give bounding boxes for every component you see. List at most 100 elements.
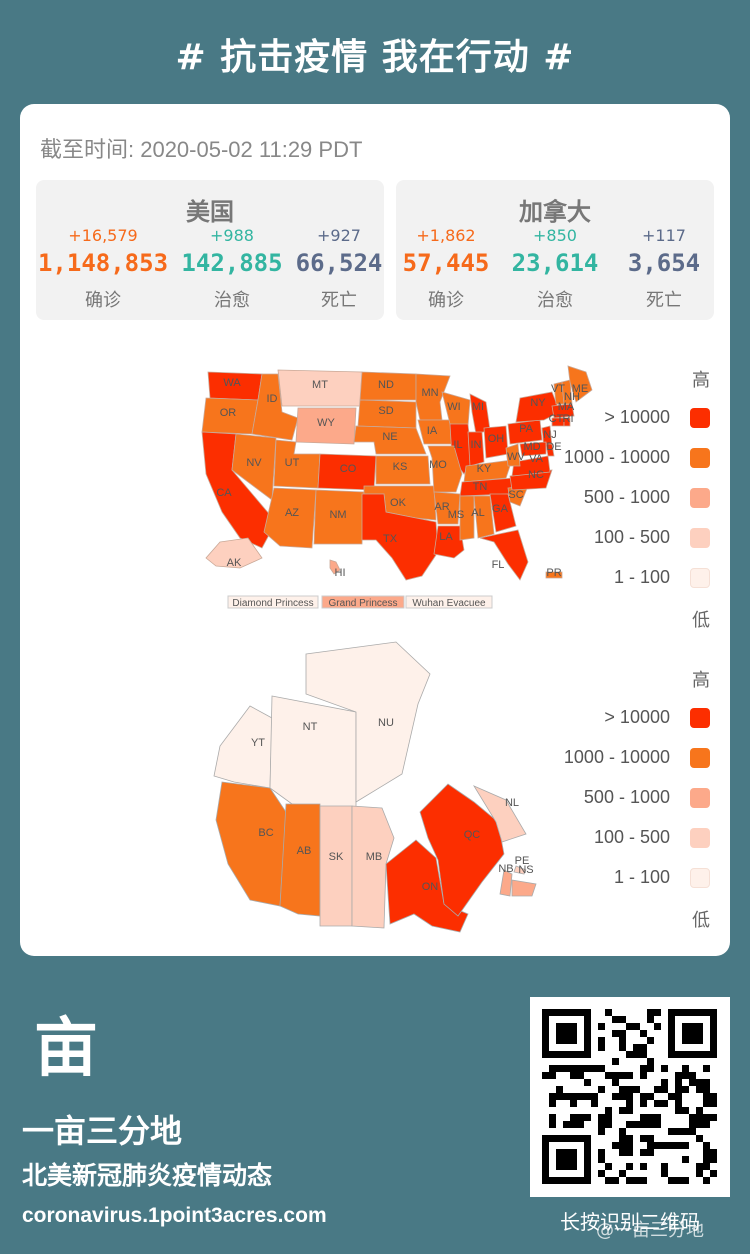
site-url[interactable]: coronavirus.1point3acres.com: [22, 1204, 327, 1227]
qr-module: [654, 1142, 661, 1149]
qr-module: [696, 1107, 703, 1114]
qr-module: [654, 1100, 661, 1107]
us-recovered-value: 142,885: [181, 249, 283, 277]
canada-legend-swatch: [690, 748, 710, 768]
canada-deaths-delta: +117: [642, 226, 686, 245]
province-label-yt: YT: [251, 737, 265, 749]
canada-recovered-delta: +850: [533, 226, 577, 245]
state-label-ak: AK: [227, 557, 242, 569]
qr-module: [640, 1030, 647, 1037]
qr-module: [619, 1016, 626, 1023]
state-label-ky: KY: [477, 463, 492, 475]
qr-module: [584, 1065, 591, 1072]
qr-module: [563, 1121, 570, 1128]
state-shape-ma: [551, 403, 575, 419]
qr-module: [647, 1009, 654, 1016]
brand-logo: 亩: [34, 1012, 98, 1084]
qr-module: [703, 1065, 710, 1072]
qr-module: [675, 1072, 682, 1079]
province-shape-nl: [472, 785, 527, 843]
state-label-ne: NE: [382, 431, 397, 443]
canada-legend-label: > 10000: [604, 707, 670, 727]
watermark: @一亩三分地: [596, 1220, 704, 1241]
qr-code-image: [542, 1009, 717, 1184]
qr-module: [626, 1135, 633, 1142]
canada-legend-row: 1 - 100: [520, 866, 710, 890]
qr-module: [703, 1163, 710, 1170]
qr-module: [598, 1114, 605, 1121]
qr-module: [689, 1114, 696, 1121]
state-label-tx: TX: [383, 533, 398, 545]
state-shape-fl: [479, 529, 529, 581]
province-shape-qc: [419, 783, 505, 917]
qr-module: [682, 1086, 689, 1093]
state-label-al: AL: [471, 507, 484, 519]
state-label-pr: PR: [546, 567, 561, 579]
state-label-ma: MA: [558, 401, 575, 413]
qr-module: [640, 1114, 647, 1121]
qr-code[interactable]: [530, 997, 730, 1197]
qr-module: [598, 1156, 605, 1163]
province-label-nb: NB: [498, 863, 513, 875]
qr-module: [654, 1114, 661, 1121]
state-label-nh: NH: [564, 391, 580, 403]
qr-module: [626, 1163, 633, 1170]
state-label-nj: NJ: [543, 429, 556, 441]
qr-module: [626, 1142, 633, 1149]
province-label-sk: SK: [329, 851, 344, 863]
qr-module: [703, 1086, 710, 1093]
us-legend-swatch: [690, 568, 710, 588]
qr-module: [584, 1093, 591, 1100]
qr-module: [654, 1121, 661, 1128]
qr-module: [619, 1128, 626, 1135]
qr-module: [710, 1149, 717, 1156]
qr-module: [703, 1079, 710, 1086]
qr-module: [605, 1072, 612, 1079]
qr-module: [703, 1149, 710, 1156]
qr-module: [640, 1100, 647, 1107]
ship-marker: [405, 595, 493, 609]
qr-module: [661, 1079, 668, 1086]
qr-module: [696, 1121, 703, 1128]
qr-module: [696, 1170, 703, 1177]
qr-module: [605, 1009, 612, 1016]
us-legend-low: 低: [692, 610, 710, 631]
state-label-ut: UT: [285, 457, 300, 469]
us-deaths-value: 66,524: [295, 249, 383, 277]
us-legend-high: 高: [692, 370, 710, 391]
qr-module: [689, 1079, 696, 1086]
qr-module: [640, 1135, 647, 1142]
qr-module: [668, 1128, 675, 1135]
qr-module: [703, 1100, 710, 1107]
qr-module: [549, 1100, 556, 1107]
qr-module: [619, 1044, 626, 1051]
stats-card: 截至时间: 2020-05-02 11:29 PDT 美国 +16,579 1,…: [20, 104, 730, 956]
qr-module: [570, 1093, 577, 1100]
province-shape-sk: [319, 805, 353, 927]
qr-module: [577, 1072, 584, 1079]
qr-module: [661, 1163, 668, 1170]
qr-module: [710, 1156, 717, 1163]
canada-deaths-label: 死亡: [646, 290, 682, 311]
qr-module: [668, 1142, 675, 1149]
qr-module: [689, 1121, 696, 1128]
qr-module: [647, 1142, 654, 1149]
qr-module: [703, 1114, 710, 1121]
us-deaths-label: 死亡: [321, 290, 357, 311]
qr-module: [598, 1023, 605, 1030]
qr-module: [640, 1121, 647, 1128]
canada-recovered: +850 23,614 治愈: [496, 226, 614, 312]
qr-module: [626, 1149, 633, 1156]
qr-module: [626, 1051, 633, 1058]
qr-module: [619, 1142, 626, 1149]
qr-module: [675, 1177, 682, 1184]
qr-module: [668, 1177, 675, 1184]
qr-module: [577, 1114, 584, 1121]
province-shape-ab: [279, 803, 321, 917]
canada-legend: 高 > 10000 1000 - 10000 500 - 1000 100 - …: [520, 666, 710, 932]
state-label-va: VA: [529, 453, 544, 465]
province-label-nt: NT: [303, 721, 318, 733]
state-label-ga: GA: [492, 503, 509, 515]
state-shape-la: [433, 525, 465, 559]
state-shape-ne: [353, 425, 427, 455]
